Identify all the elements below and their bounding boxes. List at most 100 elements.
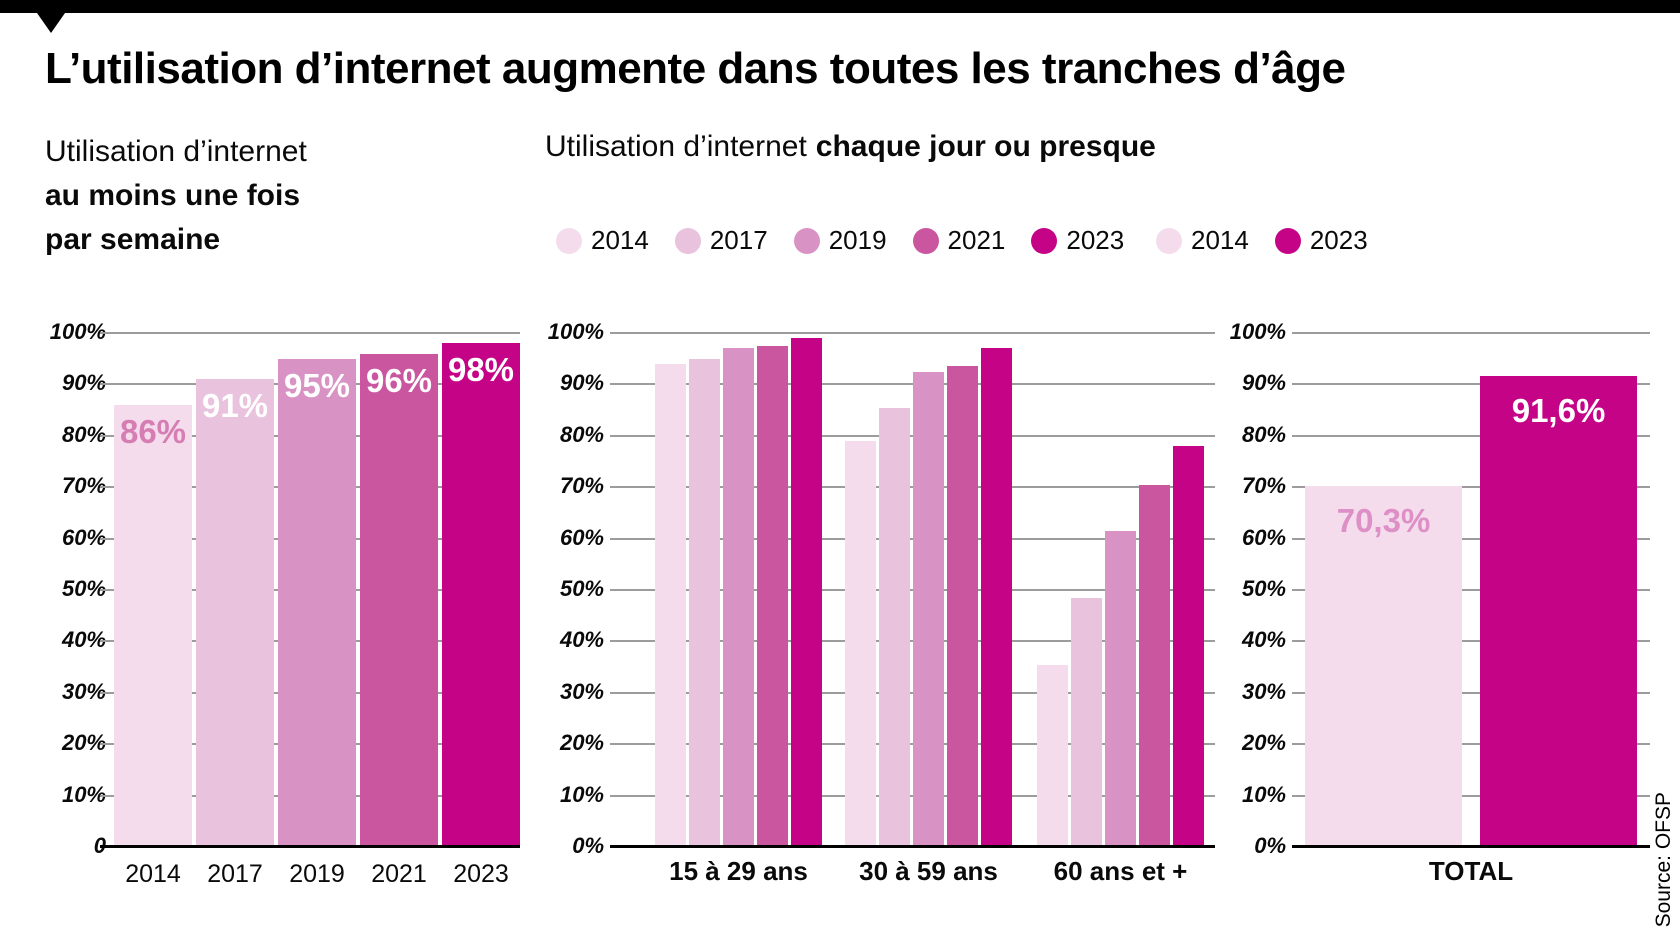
- total-chart-legend: 2014 2023: [1156, 225, 1368, 256]
- weekly-ytick-50: 50%: [61, 576, 106, 601]
- weekly-x-axis: [100, 845, 520, 848]
- daily-gridline-80: [610, 435, 1215, 437]
- total-ytick-20: 20%: [1241, 730, 1286, 755]
- weekly-bar-2021: [360, 354, 438, 847]
- daily-gridline-70: [610, 486, 1215, 488]
- weekly-ytick-80: 80%: [61, 422, 106, 447]
- total-ytick-10: 10%: [1241, 782, 1286, 807]
- daily-bar-30 à 59 ans-2023: [981, 348, 1012, 847]
- daily-x-axis: [610, 845, 1215, 848]
- total-gridline-20: [1292, 743, 1650, 745]
- daily-ytick-60: 60%: [559, 525, 604, 550]
- weekly-ytick-20: 20%: [61, 730, 106, 755]
- legend-daily-item-2023: 2023: [1031, 225, 1124, 256]
- weekly-subtitle-line2: au moins une fois: [45, 179, 301, 212]
- total-x-axis: [1292, 845, 1650, 848]
- legend-total-label-2014: 2014: [1191, 225, 1249, 255]
- weekly-subtitle-line1: Utilisation d’internet: [45, 135, 307, 168]
- weekly-ytick-100: 100%: [49, 319, 106, 344]
- daily-gridline-40: [610, 640, 1215, 642]
- weekly-category-2023: 2023: [453, 860, 509, 888]
- weekly-ytick-60: 60%: [61, 525, 106, 550]
- daily-category-30 à 59 ans: 30 à 59 ans: [859, 856, 998, 886]
- daily-bar-30 à 59 ans-2021: [947, 366, 978, 847]
- daily-subtitle-bold: chaque jour ou presque: [815, 130, 1156, 163]
- legend-daily-label-2014: 2014: [591, 225, 649, 255]
- legend-daily-item-2017: 2017: [674, 225, 768, 256]
- daily-ytick-0: 0%: [572, 833, 604, 858]
- weekly-category-2014: 2014: [125, 860, 181, 888]
- daily-gridline-10: [610, 795, 1215, 797]
- daily-category-15 à 29 ans: 15 à 29 ans: [669, 856, 808, 886]
- total-ytick-0: 0%: [1254, 833, 1286, 858]
- daily-bar-30 à 59 ans-2019: [913, 372, 944, 847]
- legend-daily-item-2014: 2014: [556, 225, 649, 256]
- weekly-bar-label-4: 98%: [447, 351, 515, 388]
- daily-bar-60 ans et +-2019: [1105, 531, 1136, 847]
- weekly-bar-label-0: 86%: [119, 413, 187, 450]
- daily-gridline-100: [610, 332, 1215, 334]
- legend-total-label-2023: 2023: [1309, 225, 1368, 255]
- weekly-ytick-90: 90%: [61, 370, 106, 395]
- total-category-TOTAL: TOTAL: [1428, 856, 1514, 886]
- total-gridline-70: [1292, 486, 1650, 488]
- daily-bar-60 ans et +-2017: [1071, 598, 1102, 847]
- weekly-bar-2019: [278, 359, 356, 847]
- total-ytick-100: 100%: [1229, 319, 1286, 344]
- daily-ytick-100: 100%: [547, 319, 604, 344]
- total-bar-label-1: 91,6%: [1511, 392, 1606, 429]
- daily-bar-60 ans et +-2021: [1139, 485, 1170, 847]
- weekly-category-2017: 2017: [207, 860, 263, 888]
- daily-ytick-50: 50%: [559, 576, 604, 601]
- legend-total-dot-icon-2023: [1274, 227, 1301, 254]
- daily-ytick-90: 90%: [559, 370, 604, 395]
- legend-daily-label-2017: 2017: [709, 225, 768, 255]
- legend-daily-dot-icon-2023: [1031, 227, 1058, 254]
- weekly-subtitle-line3: par semaine: [45, 223, 221, 256]
- weekly-bar-2017: [196, 379, 274, 847]
- total-gridline-60: [1292, 538, 1650, 540]
- total-gridline-30: [1292, 692, 1650, 694]
- total-gridline-50: [1292, 589, 1650, 591]
- weekly-bar-label-2: 95%: [283, 367, 351, 404]
- daily-ytick-30: 30%: [559, 679, 604, 704]
- weekly-ytick-70: 70%: [61, 473, 106, 498]
- total-gridline-80: [1292, 435, 1650, 437]
- daily-chart-subtitle: Utilisation d’internet chaque jour ou pre…: [545, 130, 1156, 164]
- weekly-bar-2014: [114, 405, 192, 847]
- total-gridline-40: [1292, 640, 1650, 642]
- daily-gridline-50: [610, 589, 1215, 591]
- daily-bar-15 à 29 ans-2021: [757, 346, 788, 847]
- weekly-ytick-0: 0: [22, 834, 106, 858]
- pointer-triangle-icon: [37, 13, 65, 33]
- total-gridline-90: [1292, 383, 1650, 385]
- total-ytick-90: 90%: [1241, 370, 1286, 395]
- total-gridline-10: [1292, 795, 1650, 797]
- daily-gridline-60: [610, 538, 1215, 540]
- weekly-ytick-10: 10%: [61, 782, 106, 807]
- weekly-gridline-100: [100, 332, 520, 334]
- daily-bar-15 à 29 ans-2019: [723, 348, 754, 847]
- legend-total-item-2014: 2014: [1156, 225, 1249, 256]
- daily-ytick-80: 80%: [559, 422, 604, 447]
- total-ytick-60: 60%: [1241, 525, 1286, 550]
- total-gridline-100: [1292, 332, 1650, 334]
- legend-daily-dot-icon-2017: [674, 227, 701, 254]
- daily-ytick-40: 40%: [559, 627, 604, 652]
- legend-daily-label-2021: 2021: [947, 225, 1006, 255]
- weekly-chart-subtitle: Utilisation d’internet au moins une fois…: [45, 130, 307, 262]
- weekly-ytick-40: 40%: [61, 627, 106, 652]
- daily-bar-60 ans et +-2014: [1037, 665, 1068, 847]
- daily-ytick-10: 10%: [559, 782, 604, 807]
- legend-daily-item-2021: 2021: [912, 225, 1006, 256]
- daily-gridline-20: [610, 743, 1215, 745]
- total-bar-2023: [1480, 376, 1637, 847]
- legend-daily-dot-icon-2019: [793, 227, 820, 254]
- total-bar-2014: [1305, 486, 1462, 847]
- weekly-bar-label-1: 91%: [201, 387, 269, 424]
- legend-daily-label-2019: 2019: [828, 225, 887, 255]
- daily-bar-60 ans et +-2023: [1173, 446, 1204, 847]
